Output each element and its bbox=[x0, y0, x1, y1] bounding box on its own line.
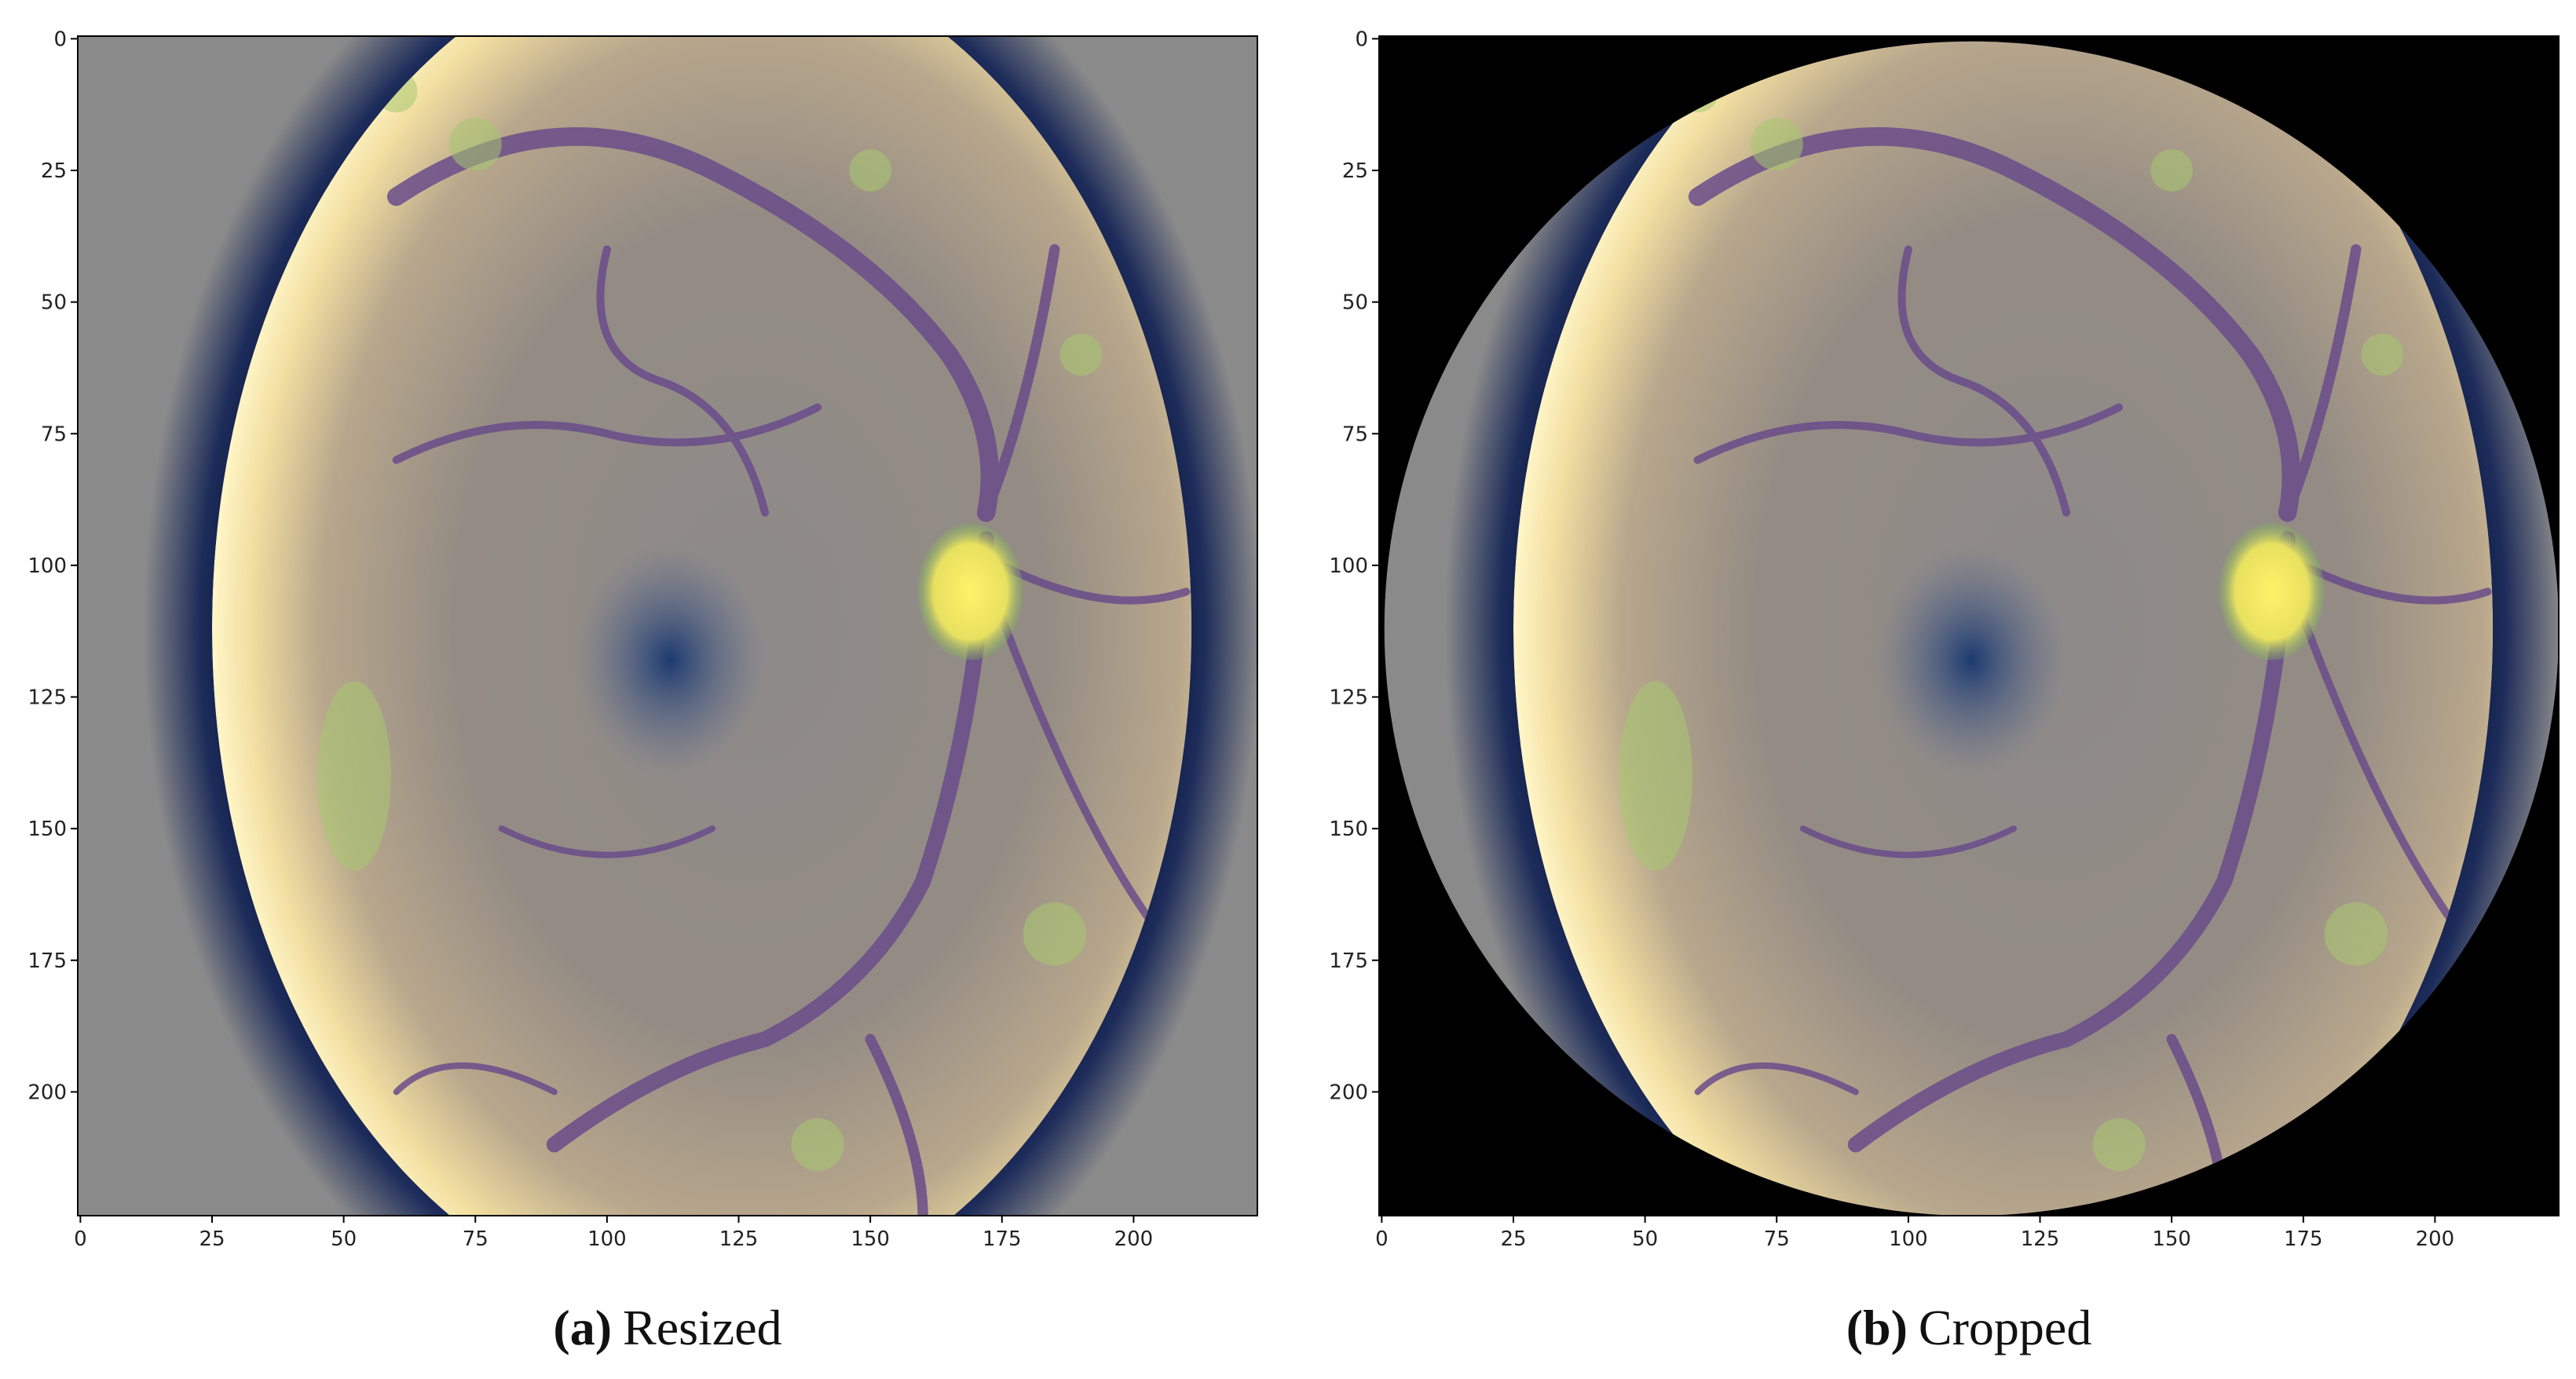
caption-label: (b) bbox=[1846, 1300, 1908, 1355]
x-tick-label: 200 bbox=[2416, 1227, 2455, 1251]
caption-text: Resized bbox=[623, 1300, 782, 1355]
x-tick-label: 0 bbox=[1375, 1227, 1389, 1251]
axes-frame bbox=[1378, 35, 2560, 1216]
x-tick-label: 0 bbox=[74, 1227, 87, 1251]
caption: (b) Cropped bbox=[1846, 1300, 2092, 1355]
x-tick-label: 175 bbox=[982, 1227, 1022, 1251]
y-tick-label: 100 bbox=[27, 554, 67, 578]
x-tick-label: 125 bbox=[2021, 1227, 2060, 1251]
x-tick-label: 100 bbox=[587, 1227, 627, 1251]
x-tick-label: 175 bbox=[2284, 1227, 2323, 1251]
y-tick-label: 0 bbox=[53, 27, 67, 51]
y-tick-label: 125 bbox=[27, 686, 67, 710]
x-tick-label: 25 bbox=[1500, 1227, 1526, 1251]
caption: (a) Resized bbox=[553, 1300, 781, 1355]
panel-image bbox=[1379, 36, 2559, 1216]
x-tick-label: 150 bbox=[851, 1227, 890, 1251]
axes-frame bbox=[77, 35, 1258, 1216]
y-tick-label: 150 bbox=[1329, 818, 1368, 841]
y-tick-label: 175 bbox=[1329, 949, 1368, 973]
caption-text: Cropped bbox=[1919, 1300, 2091, 1355]
x-tick-label: 125 bbox=[719, 1227, 759, 1251]
y-tick-label: 25 bbox=[1342, 159, 1368, 183]
x-tick-label: 25 bbox=[199, 1227, 225, 1251]
x-tick-label: 50 bbox=[331, 1227, 357, 1251]
y-tick-label: 75 bbox=[1342, 422, 1368, 446]
x-tick-label: 75 bbox=[463, 1227, 488, 1251]
y-tick-label: 150 bbox=[27, 818, 67, 841]
x-tick-label: 150 bbox=[2152, 1227, 2191, 1251]
x-tick-label: 75 bbox=[1764, 1227, 1790, 1251]
y-tick-label: 25 bbox=[41, 159, 67, 183]
caption-label: (a) bbox=[553, 1300, 612, 1355]
y-tick-label: 200 bbox=[1329, 1081, 1368, 1104]
y-tick-label: 125 bbox=[1329, 686, 1368, 710]
y-tick-label: 0 bbox=[1355, 27, 1368, 51]
y-tick-label: 50 bbox=[41, 291, 67, 315]
y-tick-label: 175 bbox=[27, 949, 67, 973]
x-tick-label: 100 bbox=[1889, 1227, 1928, 1251]
x-tick-label: 200 bbox=[1114, 1227, 1154, 1251]
y-tick-label: 50 bbox=[1342, 291, 1368, 315]
x-tick-label: 50 bbox=[1632, 1227, 1658, 1251]
panel-image bbox=[78, 0, 1260, 1379]
y-tick-label: 100 bbox=[1329, 554, 1368, 578]
y-tick-label: 200 bbox=[27, 1081, 67, 1104]
y-tick-label: 75 bbox=[41, 422, 67, 446]
